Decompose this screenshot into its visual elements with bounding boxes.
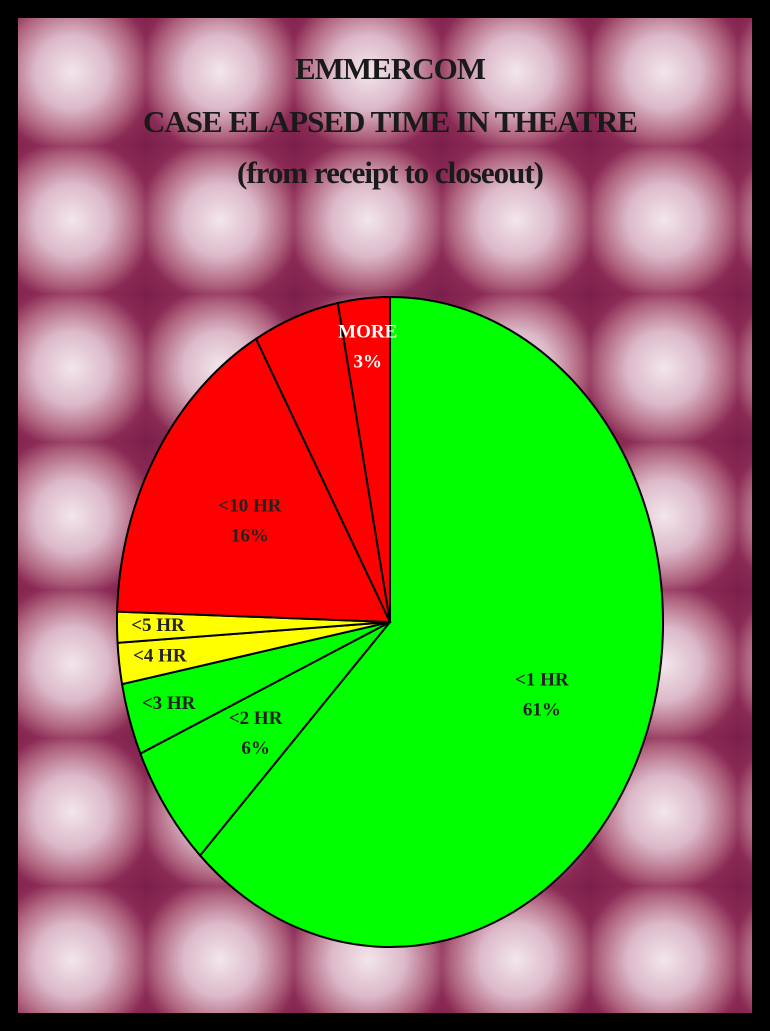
- pie-slice: [139, 621, 391, 858]
- pie-slice: [336, 295, 391, 623]
- slice-value: 16%: [231, 525, 269, 546]
- chart-title: EMMERCOM: [295, 51, 486, 86]
- slice-label: <4 HR: [133, 646, 187, 667]
- pie-slice: [198, 295, 664, 948]
- slice-value: 6%: [241, 738, 270, 759]
- slice-label: <5 HR: [131, 615, 185, 636]
- slice-value: 3%: [353, 351, 382, 372]
- slice-label: <2 HR: [229, 708, 283, 729]
- chart-subtitle: (from receipt to closeout): [237, 155, 543, 190]
- slice-label: MORE: [338, 321, 397, 342]
- chart-title: CASE ELAPSED TIME IN THEATRE: [143, 104, 637, 139]
- pie-slice: [116, 337, 392, 624]
- slice-label: <10 HR: [218, 495, 281, 516]
- slice-value: 61%: [523, 700, 561, 721]
- slice-label: <1 HR: [515, 670, 569, 691]
- slice-label: <3 HR: [142, 693, 196, 714]
